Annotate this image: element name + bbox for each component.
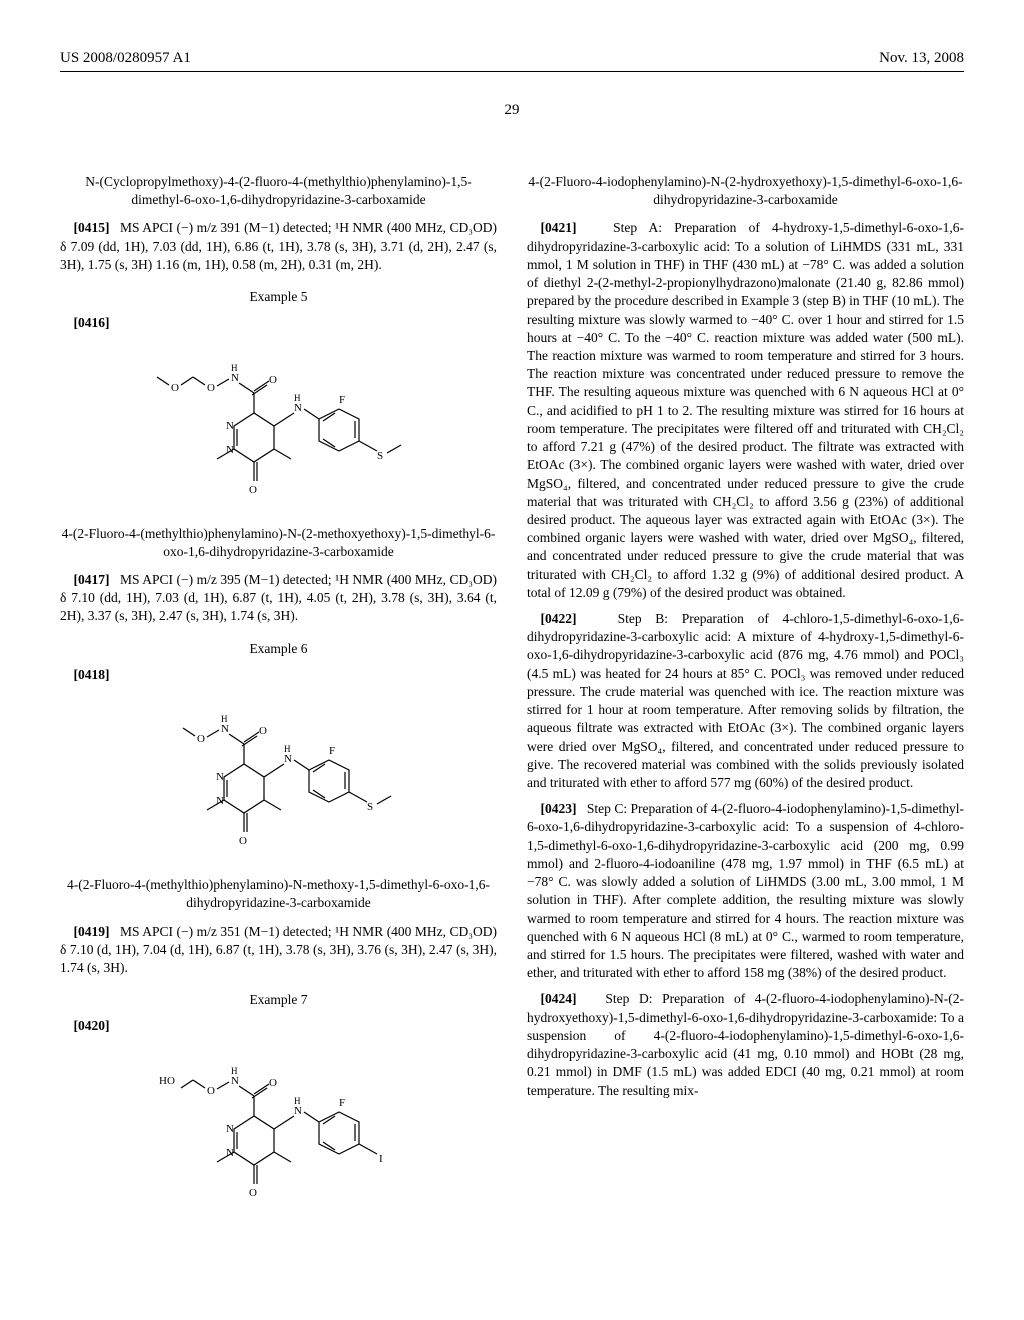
para-num: [0418] — [74, 667, 110, 682]
structure-example-6: N N O O — [60, 692, 497, 862]
para-num: [0419] — [74, 924, 110, 939]
svg-text:O: O — [269, 1077, 277, 1089]
publication-number: US 2008/0280957 A1 — [60, 50, 191, 67]
svg-text:O: O — [207, 1085, 215, 1097]
compound-title-right: 4-(2-Fluoro-4-iodophenylamino)-N-(2-hydr… — [527, 173, 964, 209]
para-0422: [0422] Step B: Preparation of 4-chloro-1… — [527, 610, 964, 792]
para-text: Step D: Preparation of 4-(2-fluoro-4-iod… — [527, 991, 964, 1097]
svg-text:N: N — [226, 1123, 234, 1135]
para-0415: [0415] MS APCI (−) m/z 391 (M−1) detecte… — [60, 219, 497, 274]
compound-title-3: 4-(2-Fluoro-4-(methylthio)phenylamino)-N… — [60, 876, 497, 912]
example-6-label: Example 6 — [60, 640, 497, 658]
para-0421: [0421] Step A: Preparation of 4-hydroxy-… — [527, 219, 964, 602]
compound-title-1: N-(Cyclopropylmethoxy)-4-(2-fluoro-4-(me… — [60, 173, 497, 209]
page-number: 29 — [60, 102, 964, 119]
svg-text:H: H — [231, 363, 238, 373]
svg-text:N: N — [284, 753, 292, 765]
svg-text:HO: HO — [159, 1075, 175, 1087]
para-text: Step C: Preparation of 4-(2-fluoro-4-iod… — [527, 801, 964, 980]
chemical-structure-icon: N N O O — [139, 341, 419, 511]
svg-text:N: N — [294, 402, 302, 414]
structure-example-5: N N O O — [60, 341, 497, 511]
para-num: [0420] — [74, 1018, 110, 1033]
svg-text:O: O — [269, 374, 277, 386]
svg-text:S: S — [367, 801, 373, 813]
svg-text:I: I — [379, 1153, 383, 1165]
para-num: [0416] — [74, 315, 110, 330]
para-text: Step A: Preparation of 4-hydroxy-1,5-dim… — [527, 220, 964, 599]
svg-text:H: H — [294, 393, 301, 403]
para-0423: [0423] Step C: Preparation of 4-(2-fluor… — [527, 800, 964, 982]
chemical-structure-icon: N N O O — [139, 1044, 419, 1214]
svg-text:N: N — [231, 372, 239, 384]
svg-text:F: F — [329, 745, 335, 757]
svg-text:N: N — [294, 1105, 302, 1117]
para-0420: [0420] — [60, 1017, 497, 1035]
svg-text:H: H — [294, 1096, 301, 1106]
svg-text:O: O — [197, 733, 205, 745]
svg-text:F: F — [339, 394, 345, 406]
svg-text:F: F — [339, 1097, 345, 1109]
publication-date: Nov. 13, 2008 — [879, 50, 964, 67]
svg-text:H: H — [284, 744, 291, 754]
svg-text:N: N — [221, 723, 229, 735]
para-text: MS APCI (−) m/z 351 (M−1) detected; ¹H N… — [60, 924, 497, 975]
para-0416: [0416] — [60, 314, 497, 332]
right-column: 4-(2-Fluoro-4-iodophenylamino)-N-(2-hydr… — [527, 159, 964, 1228]
svg-text:O: O — [249, 1187, 257, 1199]
svg-text:S: S — [377, 450, 383, 462]
chemical-structure-icon: N N O O — [149, 692, 409, 862]
svg-text:O: O — [249, 484, 257, 496]
svg-text:N: N — [226, 420, 234, 432]
svg-text:H: H — [231, 1066, 238, 1076]
para-num: [0415] — [74, 220, 110, 235]
para-num: [0421] — [541, 220, 577, 235]
example-5-label: Example 5 — [60, 288, 497, 306]
svg-text:O: O — [171, 382, 179, 394]
svg-text:O: O — [259, 725, 267, 737]
para-0424: [0424] Step D: Preparation of 4-(2-fluor… — [527, 990, 964, 1099]
svg-text:H: H — [221, 714, 228, 724]
svg-text:O: O — [239, 835, 247, 847]
svg-text:N: N — [216, 771, 224, 783]
para-num: [0424] — [541, 991, 577, 1006]
compound-title-2: 4-(2-Fluoro-4-(methylthio)phenylamino)-N… — [60, 525, 497, 561]
para-0419: [0419] MS APCI (−) m/z 351 (M−1) detecte… — [60, 923, 497, 978]
para-num: [0423] — [541, 801, 577, 816]
para-0417: [0417] MS APCI (−) m/z 395 (M−1) detecte… — [60, 571, 497, 626]
content-columns: N-(Cyclopropylmethoxy)-4-(2-fluoro-4-(me… — [60, 159, 964, 1228]
para-text: MS APCI (−) m/z 391 (M−1) detected; ¹H N… — [60, 220, 497, 271]
para-num: [0422] — [541, 611, 577, 626]
example-7-label: Example 7 — [60, 991, 497, 1009]
svg-text:O: O — [207, 382, 215, 394]
left-column: N-(Cyclopropylmethoxy)-4-(2-fluoro-4-(me… — [60, 159, 497, 1228]
svg-text:N: N — [231, 1075, 239, 1087]
para-text: MS APCI (−) m/z 395 (M−1) detected; ¹H N… — [60, 572, 497, 623]
para-0418: [0418] — [60, 666, 497, 684]
header-rule — [60, 71, 964, 72]
para-num: [0417] — [74, 572, 110, 587]
structure-example-7: N N O O — [60, 1044, 497, 1214]
para-text: Step B: Preparation of 4-chloro-1,5-dime… — [527, 611, 964, 790]
